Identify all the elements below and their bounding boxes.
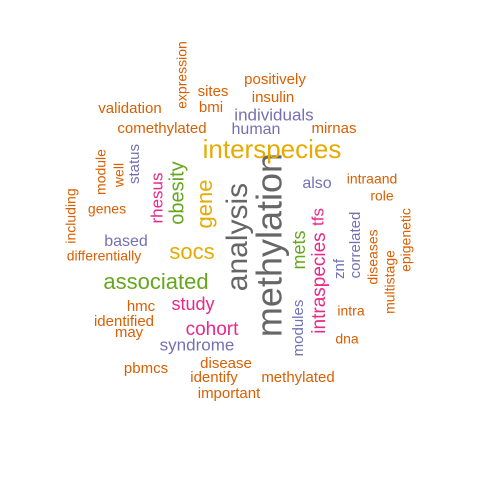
word-identify: identify [190, 369, 238, 386]
word-socs: socs [169, 239, 214, 264]
word-methylation: methylation [249, 153, 290, 337]
word-role: role [370, 188, 394, 204]
word-sites: sites [198, 83, 229, 100]
word-module: module [93, 149, 109, 195]
word-epigenetic: epigenetic [398, 208, 414, 272]
word-intraand: intraand [347, 171, 398, 187]
word-dna: dna [335, 331, 359, 347]
word-identified: identified [94, 313, 154, 330]
word-gene: gene [192, 180, 217, 229]
word-diseases: diseases [365, 229, 381, 284]
word-differentially: differentially [67, 248, 141, 264]
word-obesity: obesity [166, 161, 188, 224]
word-study: study [171, 294, 214, 314]
word-mirnas: mirnas [311, 120, 356, 137]
word-including: including [63, 188, 79, 243]
word-disease: disease [200, 355, 252, 372]
word-intra: intra [337, 303, 364, 319]
word-cohort: cohort [186, 319, 240, 340]
word-methylated: methylated [261, 369, 334, 386]
word-interspecies: interspecies [203, 134, 342, 164]
word-individuals: individuals [234, 105, 313, 124]
word-positively: positively [244, 71, 306, 88]
word-multistage: multistage [382, 250, 398, 314]
word-correlated: correlated [347, 212, 364, 279]
word-validation: validation [98, 100, 161, 117]
word-based: based [104, 233, 148, 250]
word-hmc: hmc [127, 298, 156, 315]
word-syndrome: syndrome [160, 335, 235, 354]
word-znf: znf [331, 258, 348, 279]
word-also: also [302, 175, 331, 192]
word-expression: expression [174, 41, 190, 109]
word-analysis: analysis [221, 183, 254, 291]
word-comethylated: comethylated [117, 120, 206, 137]
word-insulin: insulin [252, 89, 295, 106]
word-pbmcs: pbmcs [124, 360, 168, 377]
word-bmi: bmi [199, 99, 223, 116]
word-intraspecies: intraspecies [309, 232, 330, 333]
word-important: important [198, 385, 261, 402]
word-status: status [126, 144, 143, 184]
word-may: may [115, 324, 144, 341]
word-genes: genes [88, 201, 126, 217]
word-human: human [232, 121, 281, 138]
word-mets: mets [289, 230, 309, 269]
word-associated: associated [103, 269, 208, 294]
word-well: well [111, 163, 127, 188]
word-tfs: tfs [308, 208, 327, 226]
word-rhesus: rhesus [147, 172, 166, 223]
word-modules: modules [290, 300, 307, 357]
